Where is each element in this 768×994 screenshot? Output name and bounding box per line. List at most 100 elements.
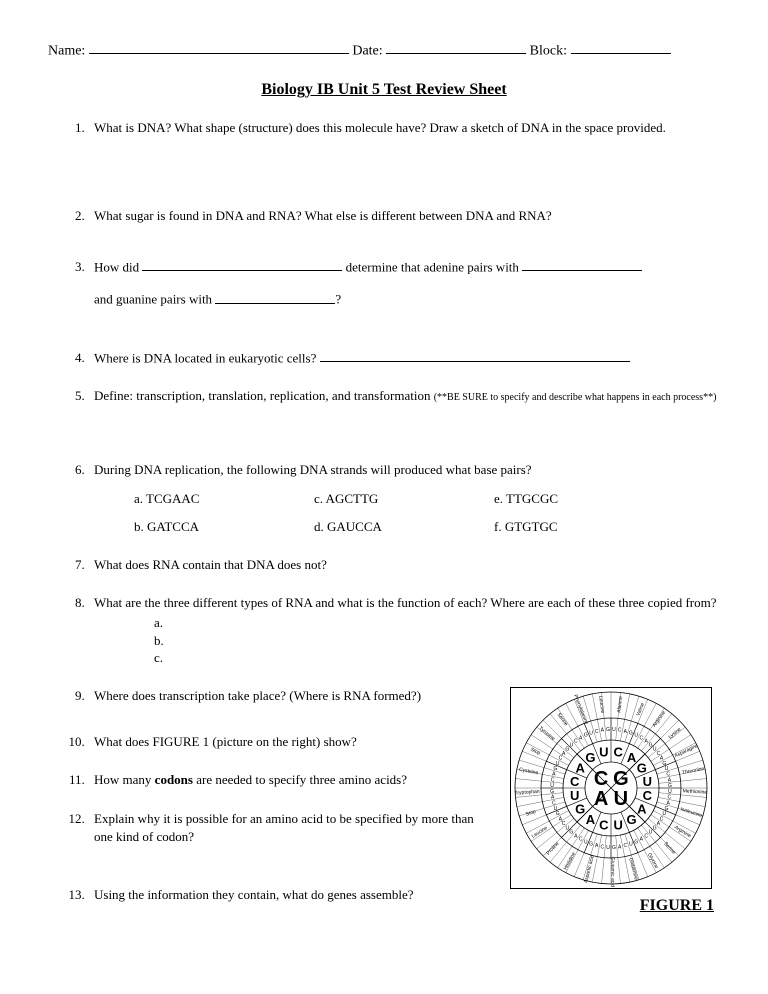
svg-text:A: A (586, 812, 596, 827)
svg-text:C: C (601, 844, 605, 850)
q6-e: e. TTGCGC (494, 490, 674, 508)
svg-text:Lysine: Lysine (667, 726, 682, 740)
q8-a: a. (154, 614, 720, 632)
svg-text:Isoleucine: Isoleucine (680, 806, 703, 819)
q9-text: Where does transcription take place? (Wh… (94, 688, 421, 703)
svg-text:Glutamine: Glutamine (627, 857, 639, 881)
svg-text:Stop: Stop (525, 809, 537, 818)
svg-text:U: U (612, 727, 616, 733)
q8-text: What are the three different types of RN… (94, 595, 717, 610)
svg-text:G: G (575, 802, 585, 817)
svg-text:Serine: Serine (662, 841, 676, 856)
svg-text:Aspartic acid: Aspartic acid (583, 854, 596, 883)
q2: What sugar is found in DNA and RNA? What… (88, 207, 720, 225)
q11-b: codons (155, 772, 193, 787)
q2-text: What sugar is found in DNA and RNA? What… (94, 208, 552, 223)
svg-text:U: U (643, 774, 652, 789)
svg-text:C: C (599, 817, 609, 832)
svg-text:Tyrosine: Tyrosine (538, 726, 557, 743)
svg-text:U: U (584, 839, 588, 845)
svg-text:G: G (550, 789, 554, 795)
svg-text:A: A (576, 760, 586, 775)
svg-text:C: C (551, 777, 555, 783)
q10-text: What does FIGURE 1 (picture on the right… (94, 734, 357, 749)
svg-text:C: C (624, 843, 628, 849)
q7-text: What does RNA contain that DNA does not? (94, 557, 327, 572)
svg-text:C: C (660, 816, 664, 822)
svg-text:U: U (614, 788, 628, 810)
svg-text:A: A (627, 750, 637, 765)
svg-text:U: U (550, 783, 554, 789)
name-blank[interactable] (89, 40, 349, 54)
svg-text:U: U (570, 788, 579, 803)
figure-1-label: FIGURE 1 (510, 895, 720, 917)
svg-text:A: A (624, 729, 628, 735)
q3-blank3[interactable] (215, 290, 335, 303)
q4: Where is DNA located in eukaryotic cells… (88, 349, 720, 368)
svg-text:C: C (574, 739, 578, 745)
svg-text:Arginine: Arginine (652, 710, 668, 729)
q12: Explain why it is possible for an amino … (88, 810, 474, 846)
q5-note: (**BE SURE to specify and describe what … (434, 392, 717, 403)
q1: What is DNA? What shape (structure) does… (88, 119, 720, 137)
svg-text:G: G (634, 839, 638, 845)
svg-text:U: U (554, 806, 558, 812)
svg-text:U: U (589, 730, 593, 736)
q3-b: determine that adenine pairs with (342, 259, 522, 274)
svg-text:U: U (606, 845, 610, 851)
svg-text:U: U (556, 761, 560, 767)
q4-a: Where is DNA located in eukaryotic cells… (94, 350, 320, 365)
svg-text:C: C (594, 768, 608, 790)
svg-text:Proline: Proline (545, 841, 560, 857)
svg-text:G: G (569, 830, 573, 836)
svg-text:Phenylalanine: Phenylalanine (572, 694, 589, 726)
q8: What are the three different types of RN… (88, 594, 720, 667)
svg-text:Threonine: Threonine (682, 766, 705, 776)
svg-text:G: G (612, 845, 616, 851)
name-label: Name: (48, 43, 85, 58)
svg-text:A: A (594, 788, 608, 810)
q13-text: Using the information they contain, what… (94, 887, 414, 902)
block-blank[interactable] (571, 40, 671, 54)
svg-text:A: A (640, 837, 644, 843)
date-label: Date: (352, 43, 382, 58)
date-blank[interactable] (386, 40, 526, 54)
block-label: Block: (530, 43, 567, 58)
svg-text:C: C (644, 833, 648, 839)
q8-sub: a. b. c. (154, 614, 720, 667)
figure-1-wrap: GUACCAGUCAGUCAGUCAGUUCAGUCAGUCAGUCAGUCAG… (510, 687, 720, 917)
q6-intro: During DNA replication, the following DN… (94, 462, 532, 477)
svg-text:Serine: Serine (556, 712, 570, 727)
q3-d: ? (335, 292, 341, 307)
svg-text:Glycine: Glycine (646, 852, 659, 870)
svg-text:C: C (579, 837, 583, 843)
q4-blank[interactable] (320, 349, 630, 362)
q6-a: a. TCGAAC (134, 490, 314, 508)
svg-text:A: A (637, 802, 647, 817)
q6-f: f. GTGTGC (494, 518, 674, 536)
q3-a: How did (94, 259, 142, 274)
svg-text:G: G (626, 812, 636, 827)
svg-text:G: G (556, 811, 560, 817)
svg-text:Leucine: Leucine (597, 696, 605, 714)
svg-text:Leucine: Leucine (531, 825, 549, 840)
svg-text:C: C (570, 774, 580, 789)
q3-blank2[interactable] (522, 258, 642, 271)
svg-text:G: G (629, 730, 633, 736)
svg-text:Arginine: Arginine (673, 825, 692, 840)
q1-text: What is DNA? What shape (structure) does… (94, 120, 666, 135)
svg-text:G: G (653, 826, 657, 832)
svg-text:C: C (562, 821, 566, 827)
svg-text:U: U (629, 842, 633, 848)
svg-text:Glutamic acid: Glutamic acid (609, 857, 615, 888)
svg-text:Methionine: Methionine (683, 788, 708, 795)
q6-d: d. GAUCCA (314, 518, 494, 536)
question-list: What is DNA? What shape (structure) does… (48, 119, 720, 904)
q8-c: c. (154, 649, 720, 667)
svg-text:A: A (574, 833, 578, 839)
q3-blank1[interactable] (142, 258, 342, 271)
svg-text:Valine: Valine (635, 702, 646, 717)
q11-c: are needed to specify three amino acids? (193, 772, 407, 787)
svg-text:A: A (552, 772, 556, 778)
codon-wheel-svg: GUACCAGUCAGUCAGUCAGUUCAGUCAGUCAGUCAGUCAG… (511, 688, 711, 888)
